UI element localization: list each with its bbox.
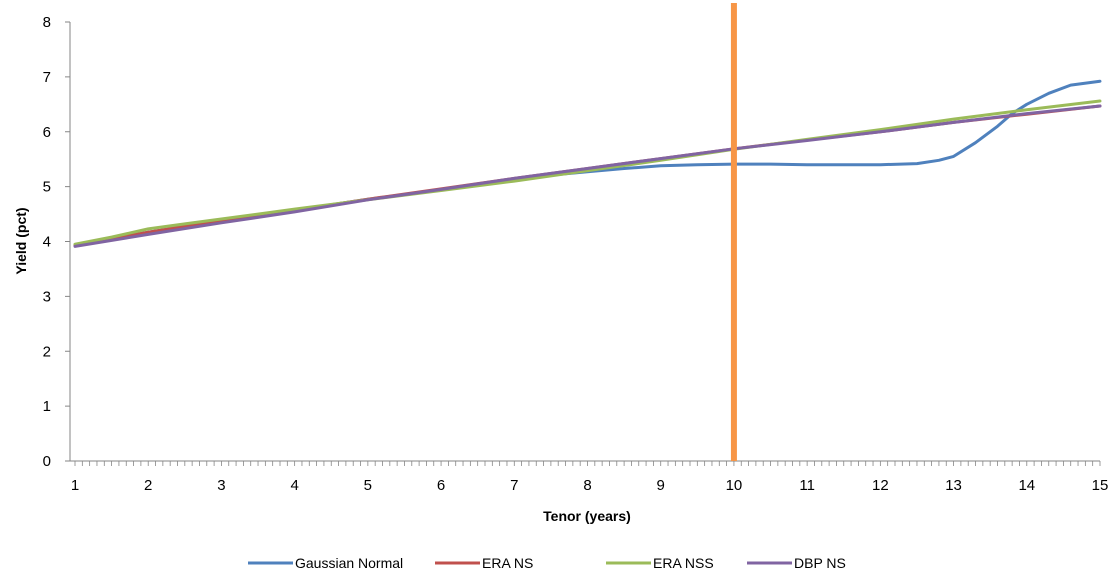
y-tick-label: 7 [43,69,51,86]
x-tick-label: 4 [290,477,298,494]
y-tick-label: 8 [43,14,51,31]
legend-label: ERA NS [482,555,533,571]
y-tick-label: 5 [43,179,51,196]
x-tick-label: 9 [657,477,665,494]
legend-label: Gaussian Normal [295,555,403,571]
x-tick-label: 1 [71,477,79,494]
x-tick-label: 14 [1018,477,1035,494]
x-tick-label: 11 [799,477,815,494]
x-tick-label: 15 [1092,477,1109,494]
x-tick-label: 12 [872,477,889,494]
y-tick-label: 0 [43,453,51,470]
legend: Gaussian Normal ERA NS ERA NSS DBP NS [248,555,846,571]
legend-label: DBP NS [794,555,846,571]
legend-label: ERA NSS [653,555,714,571]
series-line-dbp-ns [73,104,1102,248]
y-tick-label: 2 [43,343,51,360]
y-axis-title: Yield (pct) [13,207,29,274]
y-tick-label: 3 [43,288,51,305]
x-tick-label: 8 [583,477,591,494]
x-tick-label: 10 [726,477,743,494]
series-line-era-ns [73,104,1102,247]
x-tick-label: 7 [510,477,518,494]
series-line-era-nss [73,99,1102,246]
x-tick-label: 3 [217,477,225,494]
y-tick-label: 6 [43,124,51,141]
x-tick-label: 13 [945,477,962,494]
x-tick-label: 6 [437,477,445,494]
x-axis-title: Tenor (years) [543,508,631,524]
y-tick-label: 4 [43,234,51,251]
x-tick-label: 5 [364,477,372,494]
x-tick-label: 2 [144,477,152,494]
y-tick-label: 1 [43,398,51,415]
